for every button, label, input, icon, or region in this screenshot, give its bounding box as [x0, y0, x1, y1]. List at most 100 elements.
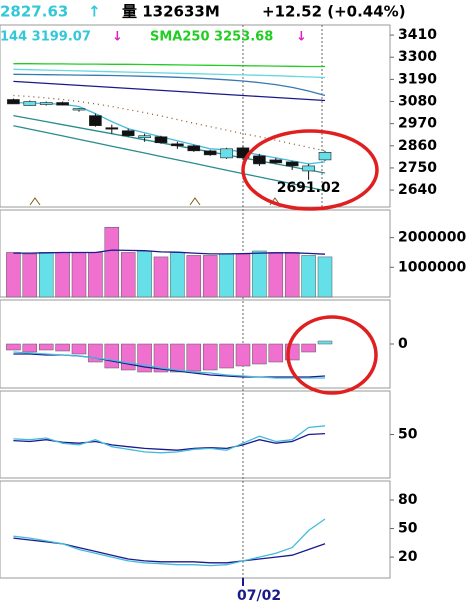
candle-body: [220, 148, 233, 159]
line-series: [13, 73, 326, 97]
y-tick-label: 50: [398, 521, 418, 537]
candle-body: [89, 115, 102, 126]
line-series: [13, 80, 326, 102]
y-tick-label: 3300: [398, 49, 437, 65]
bar: [219, 253, 234, 298]
highlight-ellipse: [241, 129, 379, 211]
bar: [6, 343, 21, 351]
candle-body: [138, 135, 151, 139]
y-tick-label: 3190: [398, 71, 437, 87]
legend-label: ↓: [112, 30, 123, 45]
bar: [170, 343, 185, 373]
y-tick-label: 1000000: [398, 259, 466, 275]
bar: [104, 226, 120, 298]
y-tick-label: 3410: [398, 27, 437, 43]
x-tick-label: 07/02: [237, 588, 281, 604]
legend-label: SMA250 3253.68: [150, 30, 273, 45]
bar: [22, 253, 38, 298]
y-tick-label: 0: [398, 336, 408, 352]
bar: [284, 252, 300, 298]
y-tick-label: 80: [398, 492, 418, 508]
candle-body: [203, 150, 217, 156]
bar: [235, 253, 251, 298]
candle-body: [302, 165, 315, 172]
candle-body: [154, 136, 168, 144]
line-series: [13, 63, 325, 68]
bar: [268, 252, 284, 298]
bar: [186, 343, 202, 372]
legend-label: ↓: [296, 30, 307, 45]
bar: [137, 250, 152, 298]
bar: [252, 250, 267, 298]
line-series: [13, 114, 326, 174]
bar: [6, 252, 21, 298]
candle-body: [253, 155, 266, 165]
bar: [153, 343, 169, 373]
line-series: [13, 432, 326, 451]
signal-triangle: [29, 197, 41, 206]
bar: [38, 343, 54, 351]
candle-body: [56, 102, 69, 106]
bar: [235, 343, 251, 367]
bar: [120, 252, 136, 298]
bar: [71, 343, 87, 355]
candle-body: [7, 99, 20, 105]
candle-body: [269, 159, 283, 164]
bar: [186, 255, 202, 298]
bar: [219, 343, 234, 369]
y-tick-label: 3080: [398, 94, 437, 110]
bar: [88, 252, 103, 298]
bar: [202, 343, 218, 371]
panel-frame: [0, 24, 391, 208]
bar: [38, 252, 54, 298]
candle-body: [39, 102, 53, 105]
price-arrow: ↑: [88, 3, 101, 21]
bar: [153, 256, 169, 298]
change: +12.52 (+0.44%): [262, 3, 406, 21]
bar: [120, 343, 136, 371]
line-series: [13, 425, 326, 454]
bar: [317, 256, 333, 298]
candle-body: [187, 145, 201, 152]
bar: [301, 343, 316, 353]
highlight-ellipse: [286, 315, 378, 395]
line-series: [13, 351, 325, 379]
bar: [22, 343, 38, 353]
price: 2827.63: [0, 3, 68, 21]
legend-label: 144 3199.07: [0, 30, 91, 45]
low-annotation: 2691.02: [277, 180, 341, 196]
panel-frame: [0, 480, 391, 579]
bar: [71, 252, 87, 298]
bar: [202, 255, 218, 298]
y-tick-label: 2750: [398, 160, 437, 176]
y-tick-label: 2860: [398, 138, 437, 154]
signal-triangle: [189, 197, 201, 206]
candle-body: [23, 101, 37, 106]
candle-body: [72, 108, 86, 111]
y-tick-label: 2640: [398, 182, 437, 198]
line-series: [13, 125, 326, 192]
line-series: [13, 68, 326, 79]
bar: [55, 343, 70, 352]
line-series: [13, 518, 326, 567]
y-tick-label: 2000000: [398, 230, 466, 246]
bar: [170, 252, 185, 298]
candle-body: [285, 161, 299, 167]
candle-body: [171, 143, 184, 147]
candle-body: [105, 127, 119, 130]
bar: [301, 255, 316, 298]
bar: [55, 252, 70, 298]
candle-body: [318, 152, 332, 161]
y-tick-label: 20: [398, 549, 418, 565]
y-tick-label: 2970: [398, 116, 437, 132]
bar: [317, 340, 333, 345]
line-series: [13, 249, 326, 255]
bar: [268, 343, 284, 363]
y-tick-label: 50: [398, 427, 418, 443]
bar: [104, 343, 120, 369]
volume: 量 132633M: [122, 3, 220, 21]
candle-body: [121, 130, 135, 137]
panel-frame: [0, 390, 391, 479]
